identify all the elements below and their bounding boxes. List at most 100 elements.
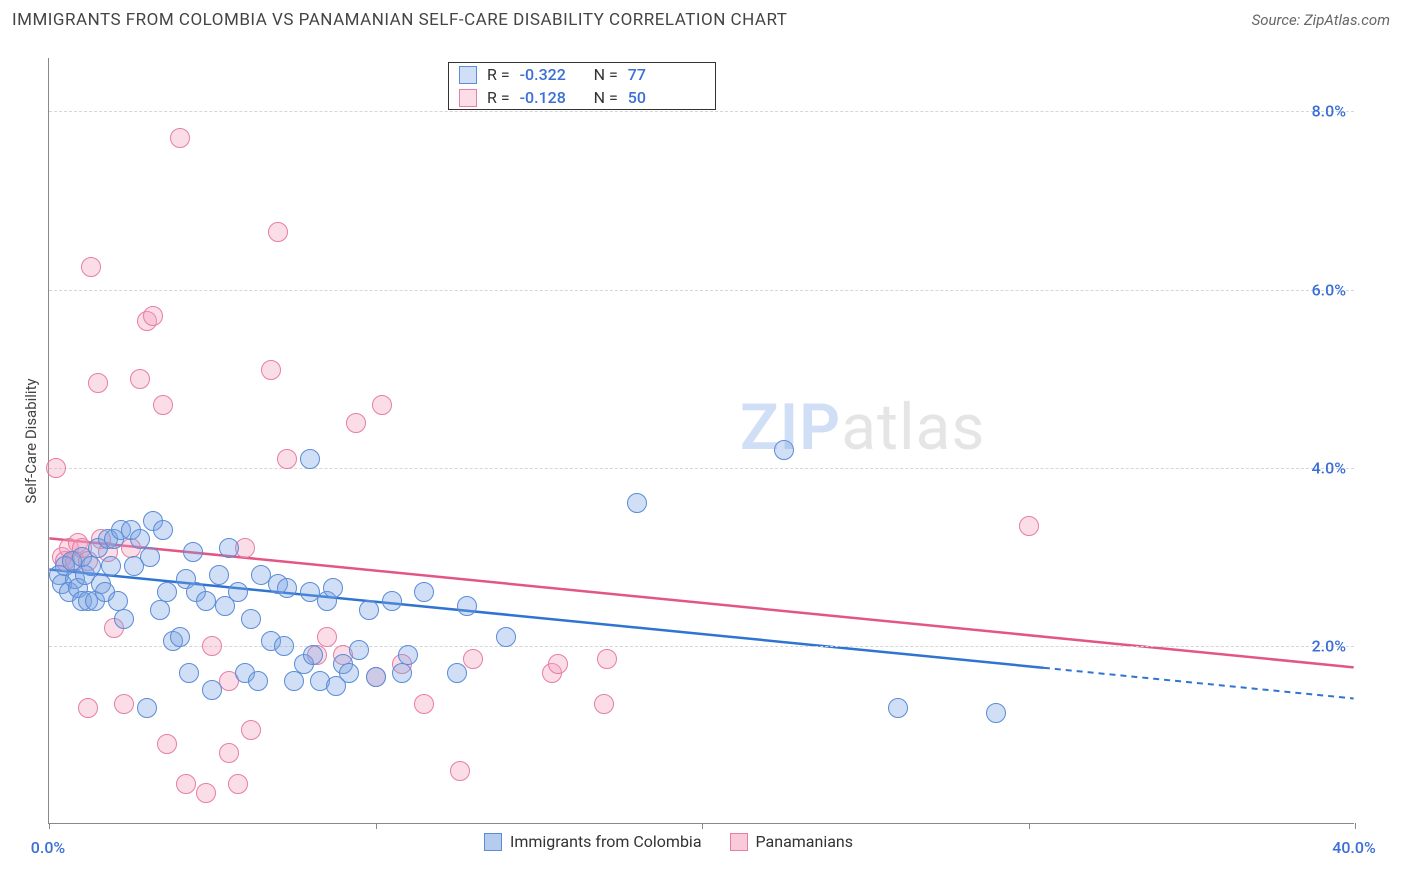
- scatter-point: [88, 373, 108, 393]
- y-tick-label: 2.0%: [1312, 636, 1346, 655]
- stat-n-label: N =: [594, 88, 618, 107]
- scatter-point: [46, 458, 66, 478]
- stat-r-label: R =: [487, 88, 510, 107]
- scatter-point: [248, 671, 268, 691]
- scatter-point: [219, 538, 239, 558]
- scatter-point: [150, 600, 170, 620]
- scatter-point: [359, 600, 379, 620]
- scatter-point: [153, 395, 173, 415]
- scatter-point: [274, 636, 294, 656]
- stat-n-value: 50: [628, 88, 646, 107]
- y-axis-title: Self-Care Disability: [22, 378, 40, 503]
- scatter-point: [176, 774, 196, 794]
- scatter-point: [303, 645, 323, 665]
- x-tick-mark: [1029, 823, 1030, 829]
- x-tick-mark: [49, 823, 50, 829]
- scatter-point: [392, 663, 412, 683]
- scatter-point: [346, 413, 366, 433]
- scatter-point: [261, 360, 281, 380]
- scatter-point: [457, 596, 477, 616]
- series-legend: Immigrants from Colombia Panamanians: [484, 832, 853, 851]
- scatter-point: [241, 720, 261, 740]
- scatter-point: [183, 542, 203, 562]
- scatter-point: [170, 128, 190, 148]
- trend-line-extended: [1044, 668, 1354, 699]
- stat-n-value: 77: [628, 65, 646, 84]
- gridline: [49, 468, 1354, 469]
- scatter-point: [414, 582, 434, 602]
- scatter-point: [496, 627, 516, 647]
- stat-r-value: -0.128: [520, 88, 584, 107]
- stat-r-label: R =: [487, 65, 510, 84]
- scatter-point: [597, 649, 617, 669]
- legend-item: Immigrants from Colombia: [484, 832, 702, 851]
- scatter-point: [594, 694, 614, 714]
- legend-swatch: [484, 833, 502, 851]
- scatter-point: [414, 694, 434, 714]
- y-tick-label: 4.0%: [1312, 458, 1346, 477]
- source-label: Source: ZipAtlas.com: [1252, 11, 1390, 29]
- scatter-point: [300, 449, 320, 469]
- gridline: [49, 290, 1354, 291]
- x-tick-mark: [376, 823, 377, 829]
- scatter-point: [209, 565, 229, 585]
- legend-label: Immigrants from Colombia: [510, 832, 702, 851]
- scatter-point: [196, 591, 216, 611]
- scatter-point: [548, 654, 568, 674]
- legend-item: Panamanians: [730, 832, 854, 851]
- scatter-point: [228, 582, 248, 602]
- scatter-point: [450, 761, 470, 781]
- scatter-point: [382, 591, 402, 611]
- plot-area: 2.0%4.0%6.0%8.0%: [48, 58, 1354, 824]
- scatter-point: [157, 734, 177, 754]
- series-swatch: [459, 66, 477, 84]
- scatter-point: [143, 306, 163, 326]
- scatter-point: [447, 663, 467, 683]
- scatter-point: [1019, 516, 1039, 536]
- scatter-point: [157, 582, 177, 602]
- scatter-point: [888, 698, 908, 718]
- scatter-point: [202, 636, 222, 656]
- scatter-point: [366, 667, 386, 687]
- scatter-point: [78, 698, 98, 718]
- scatter-point: [774, 440, 794, 460]
- scatter-point: [114, 694, 134, 714]
- trend-lines-layer: [49, 58, 1354, 823]
- chart-title: IMMIGRANTS FROM COLOMBIA VS PANAMANIAN S…: [12, 10, 787, 30]
- scatter-point: [241, 609, 261, 629]
- correlation-stats-box: R = -0.322 N = 77 R = -0.128 N = 50: [448, 62, 716, 110]
- scatter-point: [317, 627, 337, 647]
- y-tick-label: 6.0%: [1312, 280, 1346, 299]
- scatter-point: [137, 698, 157, 718]
- scatter-point: [101, 556, 121, 576]
- scatter-point: [140, 547, 160, 567]
- x-tick-label: 40.0%: [1332, 838, 1376, 857]
- scatter-point: [114, 609, 134, 629]
- scatter-point: [277, 578, 297, 598]
- scatter-point: [228, 774, 248, 794]
- scatter-point: [219, 743, 239, 763]
- scatter-point: [170, 627, 190, 647]
- gridline: [49, 111, 1354, 112]
- stat-n-label: N =: [594, 65, 618, 84]
- stats-row: R = -0.128 N = 50: [449, 86, 715, 109]
- stats-row: R = -0.322 N = 77: [449, 63, 715, 86]
- scatter-point: [268, 222, 288, 242]
- stat-r-value: -0.322: [520, 65, 584, 84]
- gridline: [49, 646, 1354, 647]
- x-tick-mark: [702, 823, 703, 829]
- legend-swatch: [730, 833, 748, 851]
- scatter-point: [463, 649, 483, 669]
- scatter-point: [179, 663, 199, 683]
- scatter-point: [339, 663, 359, 683]
- scatter-point: [196, 783, 216, 803]
- x-tick-label: 0.0%: [31, 838, 65, 857]
- scatter-point: [277, 449, 297, 469]
- scatter-point: [349, 640, 369, 660]
- scatter-point: [130, 369, 150, 389]
- scatter-point: [627, 493, 647, 513]
- series-swatch: [459, 89, 477, 107]
- scatter-point: [398, 645, 418, 665]
- scatter-point: [986, 703, 1006, 723]
- scatter-point: [202, 680, 222, 700]
